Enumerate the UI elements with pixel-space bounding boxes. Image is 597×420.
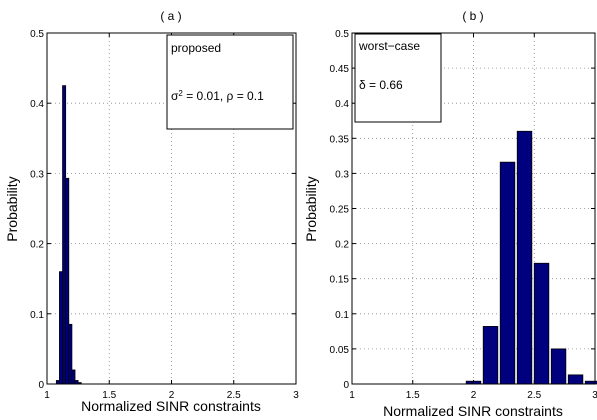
x-tick-label: 2.5 [227,390,241,401]
legend: worst−case δ = 0.66 [354,33,442,123]
chart-panel-2: 1 1.5 2 2.5 3 0 0.05 0.1 0.15 0.2 0.25 0.3 0.35 0.4 0.… [303,9,597,419]
histogram-bar [499,161,516,385]
histogram-bar [71,369,76,385]
legend-box [354,33,442,123]
y-tick-label: 0.3 [335,169,349,180]
x-tick-label: 1 [349,390,355,401]
y-tick-label: 0.15 [330,275,350,286]
y-tick-label: 0.25 [330,205,350,216]
x-tick-label: 3 [293,390,299,401]
y-tick-label: 0 [343,380,349,391]
legend-box [166,34,294,130]
y-tick-label: 0.1 [335,310,349,321]
histogram-bar [55,380,60,385]
x-axis-label: Normalized SINR constraints [81,398,261,414]
histogram-bar [59,271,63,385]
histogram-bar [62,85,67,385]
y-tick-label: 0.45 [330,64,350,75]
histogram-bar [482,326,499,385]
chart-title: ( b ) [462,9,483,23]
chart-title: ( a ) [160,9,181,23]
x-tick-label: 1.5 [102,390,116,401]
histogram-bar [550,348,567,385]
y-tick-label: 0.5 [335,29,349,40]
histogram-bar [65,177,70,385]
y-tick-label: 0.2 [335,240,349,251]
legend: proposed σ2 = 0.01, ρ = 0.1 [166,34,294,130]
y-tick-label: 0.4 [30,99,44,110]
histogram-bar [516,130,533,385]
histogram-bar [567,374,584,385]
y-tick-label: 0.4 [335,99,349,110]
legend-label: worst−case [358,39,420,53]
y-tick-label: 0.1 [30,310,44,321]
y-tick-label: 0.35 [330,134,350,145]
x-tick-label: 1 [44,390,50,401]
y-axis-label: Probability [4,176,20,241]
x-tick-label: 2 [471,390,477,401]
histogram-bar [74,380,79,385]
y-tick-label: 0 [38,380,44,391]
x-axis-label: Normalized SINR constraints [383,403,563,419]
legend-params: σ2 = 0.01, ρ = 0.1 [171,89,264,104]
y-axis-label: Probability [303,176,319,241]
x-tick-label: 1.5 [406,390,420,401]
y-tick-label: 0.3 [30,169,44,180]
x-tick-label: 2 [169,390,175,401]
legend-label: proposed [171,41,221,55]
x-tick-label: 3 [592,390,597,401]
y-tick-label: 0.2 [30,240,44,251]
histogram-bar [533,262,550,385]
y-tick-label: 0.5 [30,29,44,40]
y-tick-label: 0.05 [330,345,350,356]
histogram-bar [68,323,73,385]
x-tick-label: 2.5 [527,390,541,401]
legend-params: δ = 0.66 [359,78,403,92]
chart-panel-1: 1 1.5 2 2.5 3 0 0.1 0.2 0.3 0.4 0.5 ( a ) Normalized… [4,9,299,414]
